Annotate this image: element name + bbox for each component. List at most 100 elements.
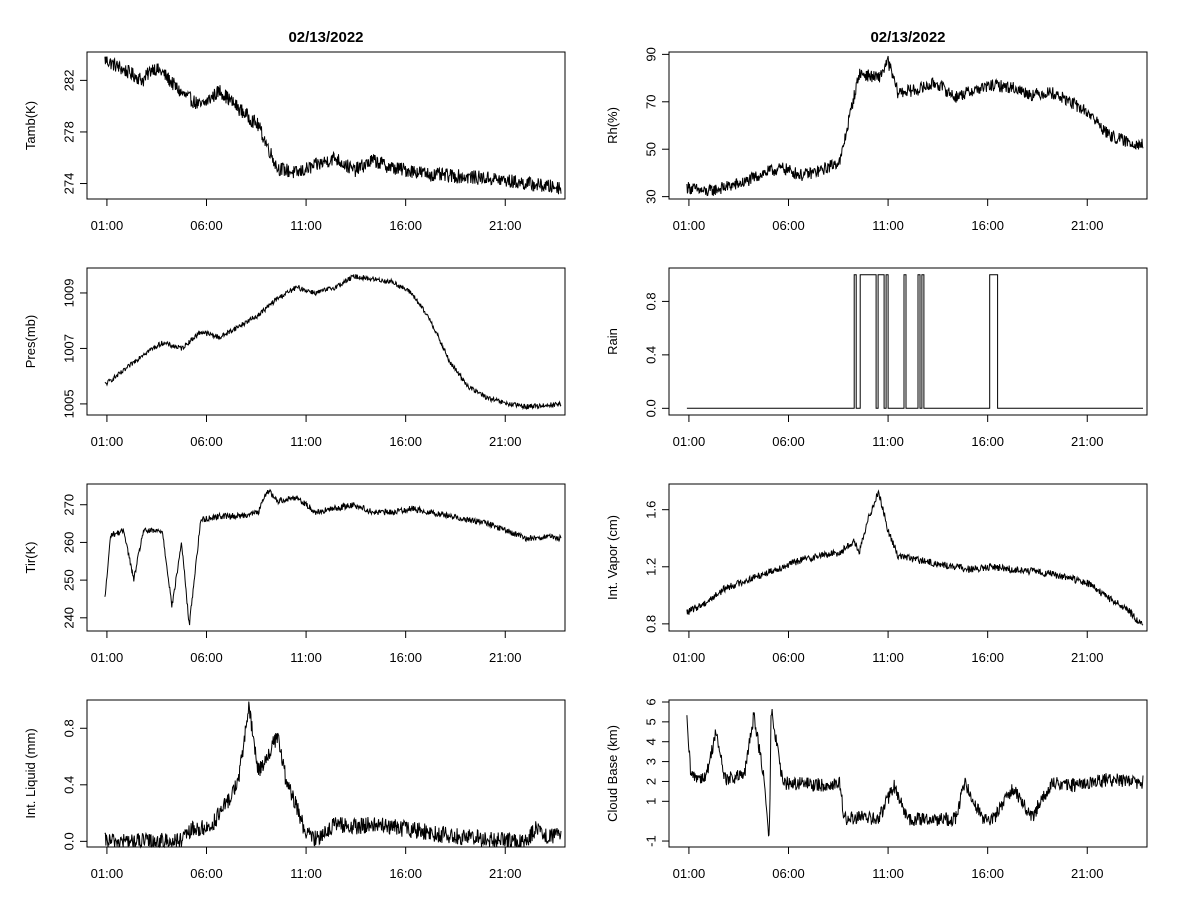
- y-tick-label: 240: [62, 607, 77, 629]
- plot-frame: [86, 51, 566, 200]
- x-tick-label: 11:00: [290, 434, 322, 449]
- panel-int-liquid: Int. Liquid (mm) 01:00 06:00 11:00 16:00 21:0…: [23, 699, 566, 881]
- x-tick-label: 01:00: [673, 650, 706, 665]
- y-tick-label: 0.4: [62, 776, 77, 794]
- x-tick-label: 06:00: [190, 866, 223, 881]
- x-tick-label: 01:00: [91, 650, 124, 665]
- x-tick-label: 01:00: [91, 218, 124, 233]
- x-tick-label: 01:00: [91, 866, 124, 881]
- y-tick-label: 0.8: [644, 615, 659, 633]
- y-axis-label: Int. Vapor (cm): [605, 515, 620, 600]
- y-tick-label: 0.8: [644, 292, 659, 310]
- x-tick-label: 11:00: [290, 218, 322, 233]
- y-tick-label: 0.8: [62, 719, 77, 737]
- chart-title: 02/13/2022: [870, 29, 945, 46]
- y-tick-label: 274: [62, 173, 77, 195]
- x-tick-label: 16:00: [971, 434, 1004, 449]
- x-tick-label: 21:00: [1071, 650, 1104, 665]
- x-tick-label: 06:00: [190, 650, 223, 665]
- series-line: [686, 55, 1144, 197]
- plot-frame: [668, 699, 1148, 848]
- y-tick-label: 50: [644, 142, 659, 156]
- x-tick-label: 06:00: [772, 434, 805, 449]
- x-tick-label: 06:00: [190, 434, 223, 449]
- panel-tamb: 02/13/2022 Tamb(K) 01:00 06:00 11:00 16:00 21:…: [23, 29, 566, 233]
- x-tick-label: 06:00: [190, 218, 223, 233]
- y-axis-label: Rain: [605, 328, 620, 355]
- y-tick-label: 3: [644, 758, 659, 765]
- x-tick-label: 21:00: [489, 218, 522, 233]
- y-tick-label: 0.0: [62, 832, 77, 850]
- y-tick-label: 6: [644, 698, 659, 705]
- y-tick-label: 1007: [62, 334, 77, 363]
- y-axis-label: Tamb(K): [23, 101, 38, 150]
- y-tick-label: 30: [644, 189, 659, 203]
- y-tick-label: 4: [644, 738, 659, 745]
- panel-pres: Pres(mb) 01:00 06:00 11:00 16:00 21:00 1005 100…: [23, 267, 566, 449]
- series-line: [104, 56, 562, 195]
- x-tick-label: 21:00: [1071, 866, 1104, 881]
- y-tick-label: 1.2: [644, 558, 659, 576]
- y-tick-label: 282: [62, 70, 77, 92]
- x-tick-label: 01:00: [673, 866, 706, 881]
- x-tick-label: 06:00: [772, 866, 805, 881]
- y-axis-label: Tir(K): [23, 541, 38, 573]
- y-tick-label: -1: [644, 835, 659, 847]
- y-tick-label: 2: [644, 778, 659, 785]
- x-tick-label: 11:00: [290, 866, 322, 881]
- series-line: [104, 701, 562, 849]
- x-tick-label: 06:00: [772, 218, 805, 233]
- x-tick-label: 16:00: [971, 218, 1004, 233]
- x-tick-label: 21:00: [1071, 218, 1104, 233]
- x-tick-label: 16:00: [389, 866, 422, 881]
- x-tick-label: 01:00: [673, 218, 706, 233]
- x-tick-label: 06:00: [772, 650, 805, 665]
- series-line: [686, 489, 1144, 626]
- panel-cloud-base: Cloud Base (km) 01:00 06:00 11:00 16:00 21:00…: [605, 698, 1148, 881]
- y-tick-label: 1009: [62, 279, 77, 308]
- plot-frame: [668, 267, 1148, 416]
- x-tick-label: 11:00: [872, 218, 904, 233]
- y-axis-label: Rh(%): [605, 107, 620, 144]
- x-tick-label: 01:00: [673, 434, 706, 449]
- x-tick-label: 16:00: [389, 218, 422, 233]
- x-tick-label: 11:00: [872, 866, 904, 881]
- x-tick-label: 21:00: [489, 434, 522, 449]
- y-tick-label: 0.0: [644, 399, 659, 417]
- x-tick-label: 11:00: [872, 434, 904, 449]
- plot-frame: [86, 699, 566, 848]
- x-tick-label: 16:00: [971, 866, 1004, 881]
- y-tick-label: 90: [644, 47, 659, 61]
- y-tick-label: 1: [644, 798, 659, 805]
- x-tick-label: 16:00: [389, 650, 422, 665]
- series-line: [104, 274, 562, 411]
- plot-frame: [86, 267, 566, 416]
- plot-frame: [668, 51, 1148, 200]
- x-tick-label: 01:00: [91, 434, 124, 449]
- y-tick-label: 1.6: [644, 501, 659, 519]
- series-line: [686, 274, 1143, 409]
- x-tick-label: 11:00: [872, 650, 904, 665]
- x-tick-label: 16:00: [389, 434, 422, 449]
- y-tick-label: 260: [62, 532, 77, 554]
- y-tick-label: 0.4: [644, 346, 659, 364]
- series-line: [686, 708, 1144, 837]
- x-tick-label: 11:00: [290, 650, 322, 665]
- panel-int-vapor: Int. Vapor (cm) 01:00 06:00 11:00 16:00 21:00…: [605, 483, 1148, 665]
- x-tick-label: 21:00: [489, 650, 522, 665]
- series-line: [104, 488, 562, 626]
- plot-frame: [86, 483, 566, 632]
- y-axis-label: Pres(mb): [23, 315, 38, 368]
- x-tick-label: 16:00: [971, 650, 1004, 665]
- y-axis-label: Cloud Base (km): [605, 725, 620, 822]
- y-tick-label: 250: [62, 569, 77, 591]
- panel-rh: 02/13/2022 Rh(%) 01:00 06:00 11:00 16:00 21:00…: [605, 29, 1148, 233]
- chart-title: 02/13/2022: [288, 29, 363, 46]
- plot-frame: [668, 483, 1148, 632]
- panel-tir: Tir(K) 01:00 06:00 11:00 16:00 21:00 240 250 260…: [23, 483, 566, 665]
- y-tick-label: 1005: [62, 389, 77, 418]
- y-axis-label: Int. Liquid (mm): [23, 728, 38, 818]
- x-tick-label: 21:00: [1071, 434, 1104, 449]
- y-tick-label: 70: [644, 95, 659, 109]
